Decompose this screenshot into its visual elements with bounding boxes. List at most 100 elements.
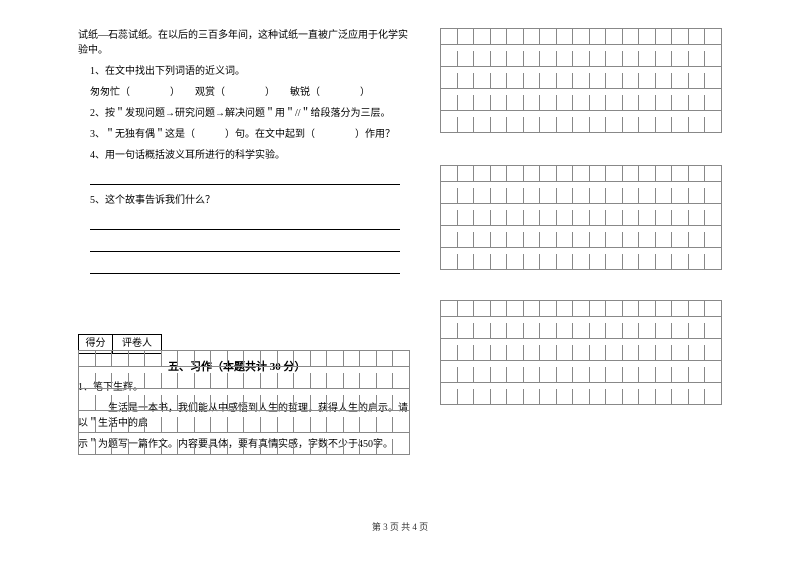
grid-cell[interactable]: [639, 166, 656, 182]
grid-cell[interactable]: [623, 210, 640, 226]
grid-cell[interactable]: [441, 389, 458, 405]
grid-cell[interactable]: [474, 188, 491, 204]
grid-cell[interactable]: [524, 232, 541, 248]
grid-cell[interactable]: [639, 73, 656, 89]
answer-blank-line[interactable]: [90, 216, 400, 230]
grid-cell[interactable]: [540, 73, 557, 89]
grid-cell[interactable]: [474, 232, 491, 248]
grid-cell[interactable]: [491, 29, 508, 45]
grid-cell[interactable]: [524, 345, 541, 361]
grid-cell[interactable]: [195, 351, 212, 367]
grid-cell[interactable]: [524, 254, 541, 270]
grid-cell[interactable]: [294, 439, 311, 455]
grid-cell[interactable]: [606, 232, 623, 248]
grid-cell[interactable]: [623, 301, 640, 317]
grid-cell[interactable]: [507, 323, 524, 339]
grid-cell[interactable]: [606, 389, 623, 405]
grid-cell[interactable]: [327, 395, 344, 411]
grid-cell[interactable]: [178, 351, 195, 367]
grid-cell[interactable]: [573, 210, 590, 226]
grid-cell[interactable]: [474, 51, 491, 67]
grid-cell[interactable]: [244, 373, 261, 389]
grid-cell[interactable]: [705, 51, 722, 67]
grid-cell[interactable]: [656, 188, 673, 204]
grid-cell[interactable]: [590, 345, 607, 361]
grid-cell[interactable]: [590, 210, 607, 226]
grid-cell[interactable]: [656, 345, 673, 361]
grid-cell[interactable]: [195, 417, 212, 433]
grid-cell[interactable]: [458, 166, 475, 182]
grid-cell[interactable]: [79, 395, 96, 411]
grid-cell[interactable]: [79, 373, 96, 389]
grid-cell[interactable]: [689, 95, 706, 111]
grid-cell[interactable]: [393, 439, 410, 455]
grid-cell[interactable]: [491, 345, 508, 361]
grid-cell[interactable]: [689, 367, 706, 383]
grid-cell[interactable]: [557, 323, 574, 339]
grid-cell[interactable]: [441, 95, 458, 111]
grid-cell[interactable]: [278, 417, 295, 433]
grid-cell[interactable]: [590, 166, 607, 182]
grid-cell[interactable]: [606, 73, 623, 89]
grid-cell[interactable]: [294, 351, 311, 367]
grid-cell[interactable]: [474, 95, 491, 111]
grid-cell[interactable]: [524, 95, 541, 111]
grid-cell[interactable]: [211, 417, 228, 433]
grid-cell[interactable]: [377, 439, 394, 455]
grid-cell[interactable]: [294, 417, 311, 433]
grid-cell[interactable]: [112, 373, 129, 389]
grid-cell[interactable]: [672, 210, 689, 226]
grid-cell[interactable]: [639, 29, 656, 45]
grid-cell[interactable]: [491, 117, 508, 133]
grid-cell[interactable]: [557, 51, 574, 67]
grid-cell[interactable]: [145, 373, 162, 389]
grid-cell[interactable]: [491, 95, 508, 111]
grid-cell[interactable]: [162, 373, 179, 389]
grid-cell[interactable]: [705, 117, 722, 133]
grid-cell[interactable]: [507, 29, 524, 45]
grid-cell[interactable]: [261, 351, 278, 367]
grid-cell[interactable]: [606, 323, 623, 339]
grid-cell[interactable]: [96, 417, 113, 433]
grid-cell[interactable]: [689, 345, 706, 361]
grid-cell[interactable]: [606, 345, 623, 361]
grid-cell[interactable]: [524, 301, 541, 317]
grid-cell[interactable]: [557, 188, 574, 204]
grid-cell[interactable]: [639, 232, 656, 248]
grid-cell[interactable]: [689, 323, 706, 339]
grid-cell[interactable]: [474, 29, 491, 45]
grid-cell[interactable]: [557, 345, 574, 361]
grid-cell[interactable]: [474, 367, 491, 383]
grid-cell[interactable]: [507, 232, 524, 248]
grid-cell[interactable]: [590, 95, 607, 111]
grid-cell[interactable]: [458, 389, 475, 405]
grid-cell[interactable]: [458, 29, 475, 45]
grid-cell[interactable]: [129, 351, 146, 367]
grid-cell[interactable]: [145, 351, 162, 367]
grid-cell[interactable]: [162, 351, 179, 367]
grid-cell[interactable]: [656, 51, 673, 67]
writing-grid-right-mid[interactable]: [440, 165, 722, 270]
grid-cell[interactable]: [573, 51, 590, 67]
grid-cell[interactable]: [623, 51, 640, 67]
grid-cell[interactable]: [672, 117, 689, 133]
grid-cell[interactable]: [507, 95, 524, 111]
grid-cell[interactable]: [524, 73, 541, 89]
grid-cell[interactable]: [639, 210, 656, 226]
grid-cell[interactable]: [96, 373, 113, 389]
grid-cell[interactable]: [672, 301, 689, 317]
grid-cell[interactable]: [590, 188, 607, 204]
grid-cell[interactable]: [557, 301, 574, 317]
grid-cell[interactable]: [672, 232, 689, 248]
grid-cell[interactable]: [573, 95, 590, 111]
grid-cell[interactable]: [540, 254, 557, 270]
grid-cell[interactable]: [623, 188, 640, 204]
grid-cell[interactable]: [689, 389, 706, 405]
grid-cell[interactable]: [689, 51, 706, 67]
grid-cell[interactable]: [540, 188, 557, 204]
grid-cell[interactable]: [689, 210, 706, 226]
grid-cell[interactable]: [474, 301, 491, 317]
grid-cell[interactable]: [656, 389, 673, 405]
grid-cell[interactable]: [573, 323, 590, 339]
grid-cell[interactable]: [491, 51, 508, 67]
